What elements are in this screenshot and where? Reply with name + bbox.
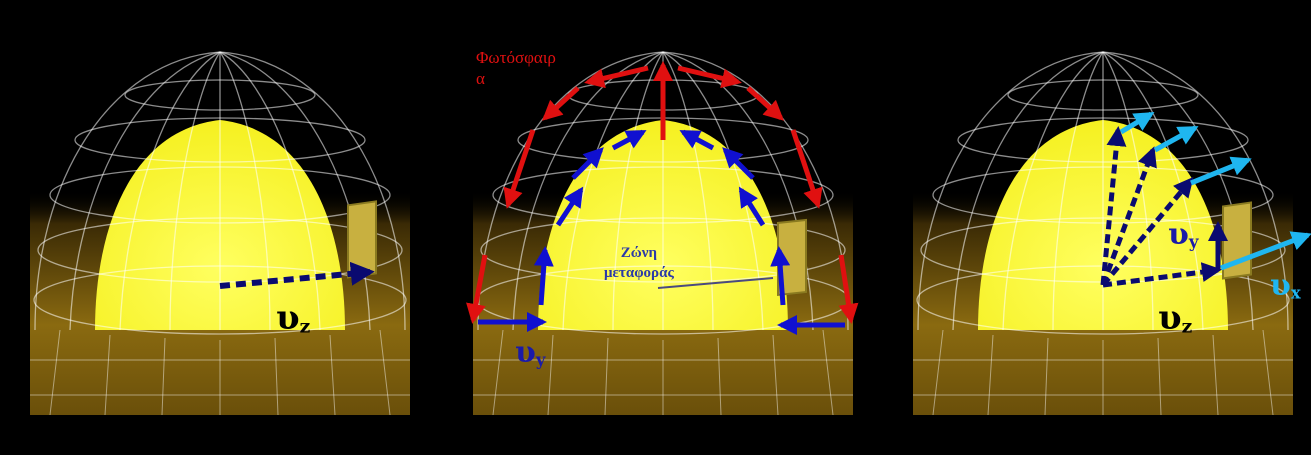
convection-zone-label: Ζώνη μεταφοράς xyxy=(604,245,674,281)
photosphere-label: Φωτόσφαιρ α xyxy=(476,48,556,88)
velocity-arrows xyxy=(1100,126,1228,288)
vx-arrows xyxy=(1119,111,1311,271)
vx-label-right: υx xyxy=(1270,268,1301,303)
vz-arrow xyxy=(219,261,375,289)
vz-label-left: υz xyxy=(276,298,311,338)
zone-pointer-line xyxy=(657,277,774,289)
satellite-icon xyxy=(347,200,377,279)
panel-right xyxy=(912,51,1311,416)
vz-label-right: υz xyxy=(1158,298,1193,338)
panel-middle xyxy=(466,51,859,416)
vy-label-middle: υy xyxy=(515,335,546,370)
convection-arrows xyxy=(478,129,845,335)
vy-label-right: υy xyxy=(1168,217,1199,252)
panel-left xyxy=(29,51,411,416)
photosphere-arrows xyxy=(466,61,859,324)
